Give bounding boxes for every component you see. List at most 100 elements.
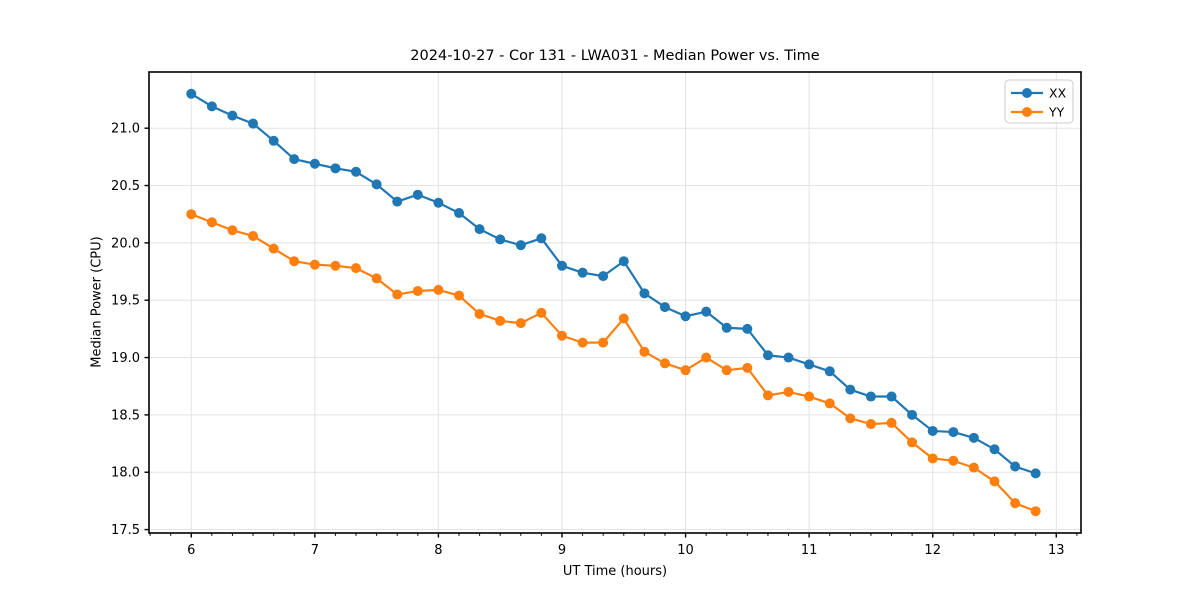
series-line-yy	[190, 213, 1037, 513]
data-point-xx	[1030, 468, 1041, 479]
data-point-yy	[454, 290, 465, 301]
data-point-xx	[948, 427, 959, 438]
data-point-yy	[1030, 506, 1041, 517]
data-point-xx	[886, 391, 897, 402]
legend-marker	[1022, 107, 1032, 117]
data-point-yy	[1010, 498, 1021, 509]
data-point-yy	[680, 365, 691, 376]
data-point-xx	[639, 288, 650, 299]
axis-ticks	[144, 127, 1078, 538]
data-point-yy	[495, 315, 506, 326]
x-tick-label: 10	[677, 543, 694, 558]
data-point-yy	[701, 352, 712, 363]
y-tick-label: 18.0	[111, 466, 140, 481]
data-point-xx	[392, 196, 403, 207]
data-point-xx	[762, 350, 773, 361]
series-xx	[186, 88, 1041, 479]
data-point-xx	[804, 359, 815, 370]
y-axis-label: Median Power (CPU)	[89, 236, 105, 368]
series-yy	[186, 209, 1041, 517]
data-point-xx	[783, 352, 794, 363]
data-point-xx	[680, 311, 691, 322]
data-point-xx	[454, 208, 465, 219]
data-point-xx	[742, 323, 753, 334]
legend-label: YY	[1048, 105, 1065, 120]
data-point-yy	[721, 365, 732, 376]
data-point-yy	[886, 417, 897, 428]
data-point-yy	[762, 390, 773, 401]
data-point-xx	[206, 101, 217, 112]
data-point-xx	[968, 432, 979, 443]
legend-item-yy: YY	[1011, 105, 1065, 120]
data-point-xx	[186, 88, 197, 99]
data-point-yy	[474, 308, 485, 319]
data-point-xx	[598, 271, 609, 282]
data-point-yy	[742, 362, 753, 373]
y-tick-label: 20.0	[111, 236, 140, 251]
data-point-yy	[268, 243, 279, 254]
y-tick-label: 18.5	[111, 408, 140, 423]
data-point-xx	[618, 256, 629, 267]
data-point-yy	[309, 259, 320, 270]
data-point-xx	[227, 110, 238, 121]
data-point-yy	[227, 225, 238, 236]
x-tick-label: 13	[1048, 543, 1065, 558]
data-point-xx	[659, 302, 670, 313]
data-point-xx	[289, 154, 300, 165]
chart-title: 2024-10-27 - Cor 131 - LWA031 - Median P…	[410, 48, 820, 64]
data-point-xx	[845, 384, 856, 395]
data-point-xx	[309, 158, 320, 169]
data-point-xx	[927, 425, 938, 436]
data-point-yy	[206, 217, 217, 228]
grid-lines	[149, 72, 1081, 533]
data-point-yy	[989, 476, 1000, 487]
x-tick-label: 11	[801, 543, 818, 558]
data-point-yy	[371, 273, 382, 284]
data-point-yy	[865, 419, 876, 430]
tick-labels: 6 7 8 9 10 11 12 13 17.5 18.0 18.5 19.0 19.5 20.0 20.5…	[111, 122, 1065, 558]
legend: XX YY	[1004, 79, 1074, 124]
data-point-yy	[350, 263, 361, 274]
data-point-xx	[371, 179, 382, 190]
data-point-yy	[824, 398, 835, 409]
x-tick-label: 6	[187, 543, 195, 558]
data-point-yy	[927, 453, 938, 464]
data-point-yy	[330, 260, 341, 271]
data-point-xx	[474, 224, 485, 235]
data-point-xx	[1010, 461, 1021, 472]
data-point-yy	[248, 230, 259, 241]
data-point-xx	[350, 166, 361, 177]
data-point-xx	[536, 233, 547, 244]
data-point-yy	[412, 286, 423, 297]
data-point-yy	[907, 437, 918, 448]
data-point-yy	[186, 209, 197, 220]
data-point-yy	[598, 337, 609, 348]
y-tick-label: 21.0	[111, 122, 140, 137]
data-point-xx	[330, 163, 341, 174]
y-tick-label: 17.5	[111, 523, 140, 538]
x-tick-label: 8	[434, 543, 442, 558]
data-point-xx	[268, 135, 279, 146]
data-point-yy	[804, 391, 815, 402]
data-point-xx	[515, 240, 526, 251]
data-point-yy	[968, 462, 979, 473]
data-point-yy	[639, 346, 650, 357]
data-point-xx	[701, 306, 712, 317]
data-point-xx	[865, 391, 876, 402]
y-tick-label: 20.5	[111, 179, 140, 194]
data-point-xx	[577, 267, 588, 278]
x-axis-label: UT Time (hours)	[562, 564, 668, 579]
data-point-yy	[289, 256, 300, 267]
data-point-xx	[824, 366, 835, 377]
data-point-xx	[433, 197, 444, 208]
data-point-xx	[495, 234, 506, 245]
data-point-xx	[248, 118, 259, 129]
data-point-yy	[536, 307, 547, 318]
x-tick-label: 9	[558, 543, 566, 558]
data-point-yy	[659, 358, 670, 369]
data-point-xx	[556, 260, 567, 271]
data-point-xx	[989, 444, 1000, 455]
x-tick-label: 12	[924, 543, 941, 558]
